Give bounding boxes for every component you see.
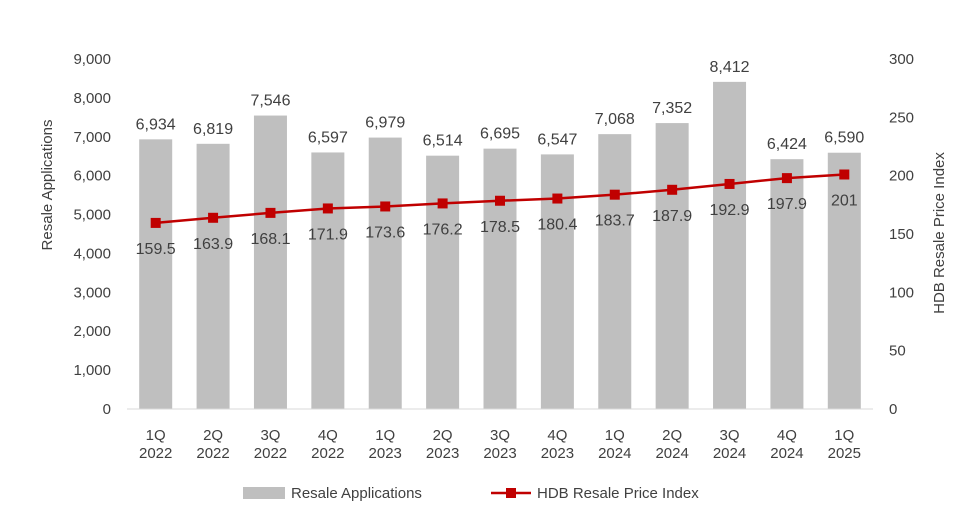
line-data-label: 163.9 bbox=[193, 236, 233, 253]
bar-data-label: 6,597 bbox=[308, 129, 348, 146]
x-axis-tick-label: 4Q 2023 bbox=[541, 427, 574, 462]
right-axis-tick-label: 0 bbox=[889, 401, 897, 418]
legend-swatch-resale-applications bbox=[243, 487, 285, 499]
line-data-label: 178.5 bbox=[480, 219, 520, 236]
left-axis-tick-label: 2,000 bbox=[73, 323, 111, 340]
legend-label-hdb-resale-price-index: HDB Resale Price Index bbox=[537, 485, 699, 502]
x-axis-tick-label: 3Q 2024 bbox=[713, 427, 746, 462]
right-axis-tick-label: 150 bbox=[889, 226, 914, 243]
bar-data-label: 6,934 bbox=[136, 116, 176, 133]
line-marker bbox=[265, 207, 276, 218]
bar bbox=[311, 152, 345, 409]
bar bbox=[196, 143, 230, 410]
bar bbox=[139, 139, 173, 409]
bar bbox=[253, 115, 287, 410]
x-axis-ticks: 1Q 2022 2Q 2022 3Q 2022 4Q 2022 1Q 2023 2Q 2023 3Q 20… bbox=[139, 427, 861, 462]
line-data-label: 176.2 bbox=[423, 221, 463, 238]
bar bbox=[368, 137, 402, 409]
legend: Resale Applications HDB Resale Price Ind… bbox=[243, 485, 699, 502]
left-axis-tick-label: 7,000 bbox=[73, 129, 111, 146]
line-marker bbox=[839, 169, 850, 180]
line-data-label: 197.9 bbox=[767, 196, 807, 213]
bar bbox=[598, 134, 632, 409]
x-axis-tick-label: 2Q 2022 bbox=[196, 427, 229, 462]
x-axis-tick-label: 1Q 2022 bbox=[139, 427, 172, 462]
right-axis-tick-label: 200 bbox=[889, 168, 914, 185]
left-axis-tick-label: 8,000 bbox=[73, 90, 111, 107]
line-data-label: 201 bbox=[831, 193, 858, 210]
bar bbox=[770, 159, 804, 409]
bar bbox=[713, 81, 747, 409]
line-marker bbox=[495, 195, 505, 206]
left-axis-tick-label: 9,000 bbox=[73, 51, 111, 68]
left-axis-tick-label: 0 bbox=[103, 401, 111, 418]
line-data-label: 173.6 bbox=[365, 224, 405, 241]
legend-marker-hdb-resale-price-index bbox=[506, 488, 516, 498]
right-axis-tick-label: 50 bbox=[889, 343, 906, 360]
line-marker bbox=[609, 189, 620, 200]
bar-data-labels: 6,934 6,819 7,546 6,597 6,979 6,514 6,695 6,547… bbox=[136, 59, 865, 153]
line-marker bbox=[667, 184, 678, 195]
line-data-label: 159.5 bbox=[136, 241, 176, 258]
right-axis-ticks: 0 50 100 150 200 250 300 bbox=[889, 51, 914, 418]
line-marker bbox=[781, 173, 792, 184]
right-axis-tick-label: 100 bbox=[889, 284, 914, 301]
left-axis-ticks: 0 1,000 2,000 3,000 4,000 5,000 6,000 7,000 8,00… bbox=[73, 51, 111, 418]
bar-data-label: 6,979 bbox=[365, 115, 405, 132]
line-marker bbox=[150, 217, 161, 228]
x-axis-tick-label: 1Q 2024 bbox=[598, 427, 631, 462]
bar-data-label: 8,412 bbox=[710, 59, 750, 76]
line-data-label: 171.9 bbox=[308, 226, 348, 243]
bar-data-label: 6,424 bbox=[767, 136, 807, 153]
left-axis-title: Resale Applications bbox=[39, 120, 56, 251]
line-data-label: 192.9 bbox=[710, 202, 750, 219]
bar-series-resale-applications bbox=[139, 81, 861, 410]
x-axis-tick-label: 1Q 2025 bbox=[828, 427, 861, 462]
x-axis-tick-label: 1Q 2023 bbox=[369, 427, 402, 462]
left-axis-tick-label: 6,000 bbox=[73, 168, 111, 185]
right-axis-tick-label: 250 bbox=[889, 109, 914, 126]
line-data-labels: 159.5 163.9 168.1 171.9 173.6 176.2 178.5 180.4… bbox=[136, 193, 858, 258]
line-data-label: 168.1 bbox=[250, 231, 290, 248]
x-axis-tick-label: 2Q 2024 bbox=[655, 427, 688, 462]
line-marker bbox=[380, 201, 391, 212]
line-marker bbox=[208, 212, 219, 223]
bar-data-label: 7,068 bbox=[595, 111, 635, 128]
line-marker bbox=[437, 198, 448, 209]
bar bbox=[655, 123, 689, 409]
line-marker bbox=[322, 203, 333, 214]
line-data-label: 183.7 bbox=[595, 213, 635, 230]
left-axis-tick-label: 5,000 bbox=[73, 207, 111, 224]
bar bbox=[540, 154, 574, 409]
bar-data-label: 7,352 bbox=[652, 100, 692, 117]
line-marker bbox=[724, 178, 735, 189]
right-axis-title: HDB Resale Price Index bbox=[931, 152, 948, 314]
legend-label-resale-applications: Resale Applications bbox=[291, 485, 422, 502]
right-axis-tick-label: 300 bbox=[889, 51, 914, 68]
line-marker bbox=[552, 193, 563, 204]
left-axis-tick-label: 3,000 bbox=[73, 284, 111, 301]
x-axis-tick-label: 3Q 2022 bbox=[254, 427, 287, 462]
x-axis-tick-label: 3Q 2023 bbox=[483, 427, 516, 462]
line-data-label: 187.9 bbox=[652, 208, 692, 225]
bar-data-label: 6,590 bbox=[824, 130, 864, 147]
bar bbox=[426, 155, 460, 409]
bar-data-label: 7,546 bbox=[250, 93, 290, 110]
x-axis-tick-label: 4Q 2022 bbox=[311, 427, 344, 462]
bar-data-label: 6,547 bbox=[537, 131, 577, 148]
bar-data-label: 6,695 bbox=[480, 126, 520, 143]
left-axis-tick-label: 1,000 bbox=[73, 362, 111, 379]
left-axis-tick-label: 4,000 bbox=[73, 245, 111, 262]
line-data-label: 180.4 bbox=[537, 217, 577, 234]
bar bbox=[483, 148, 517, 409]
line-series-hdb-resale-price-index bbox=[150, 169, 850, 228]
bar-data-label: 6,819 bbox=[193, 121, 233, 138]
x-axis-tick-label: 2Q 2023 bbox=[426, 427, 459, 462]
bar-data-label: 6,514 bbox=[423, 133, 463, 150]
bar bbox=[827, 152, 861, 409]
x-axis-tick-label: 4Q 2024 bbox=[770, 427, 803, 462]
